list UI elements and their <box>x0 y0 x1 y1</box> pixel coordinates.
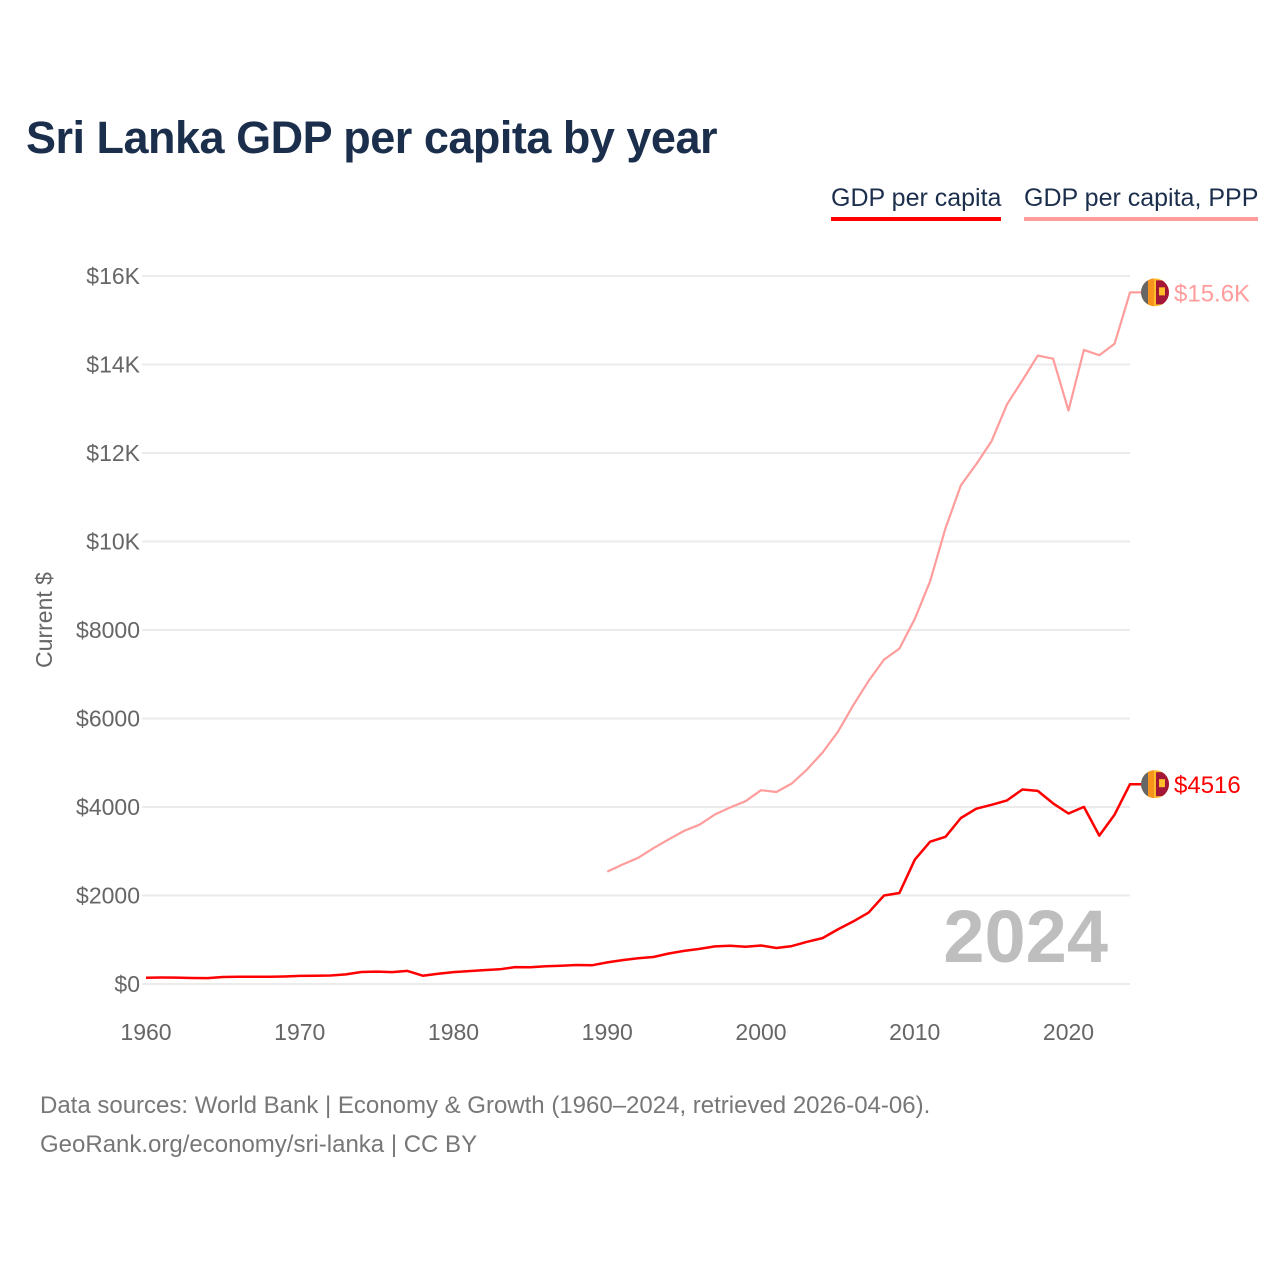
year-watermark: 2024 <box>943 895 1108 978</box>
legend-gdp-per-capita-ppp[interactable]: GDP per capita, PPP <box>1024 184 1259 221</box>
footer-attribution[interactable]: GeoRank.org/economy/sri-lanka | CC BY <box>40 1131 478 1158</box>
y-tick-label: $6000 <box>76 706 140 732</box>
footer-sources: Data sources: World Bank | Economy & Gro… <box>40 1092 931 1119</box>
chart-title: Sri Lanka GDP per capita by year <box>26 112 718 163</box>
y-tick-label: $0 <box>114 971 140 997</box>
footer: Data sources: World Bank | Economy & Gro… <box>40 1086 930 1164</box>
sri-lanka-flag-icon <box>1141 278 1169 307</box>
x-tick-label: 2020 <box>1043 1019 1094 1045</box>
x-tick-label: 1960 <box>120 1019 171 1045</box>
legend-gdp-per-capita[interactable]: GDP per capita <box>831 184 1002 221</box>
y-tick-label: $16K <box>86 263 140 289</box>
y-tick-label: $8000 <box>76 617 140 643</box>
y-axis-label: Current $ <box>31 572 57 668</box>
y-tick-label: $14K <box>86 352 140 378</box>
x-tick-label: 1980 <box>428 1019 479 1045</box>
series-line-gdp[interactable] <box>145 782 1142 980</box>
y-tick-label: $12K <box>86 440 140 466</box>
series-line-gdp-ppp[interactable] <box>606 291 1142 873</box>
end-value-label: $15.6K <box>1174 280 1250 307</box>
y-tick-label: $2000 <box>76 883 140 909</box>
x-tick-label: 1970 <box>274 1019 325 1045</box>
x-tick-label: 2000 <box>735 1019 786 1045</box>
sri-lanka-flag-icon <box>1141 770 1169 799</box>
y-tick-label: $10K <box>86 529 140 555</box>
y-tick-label: $4000 <box>76 794 140 820</box>
x-tick-label: 2010 <box>889 1019 940 1045</box>
x-tick-label: 1990 <box>582 1019 633 1045</box>
end-value-label: $4516 <box>1174 772 1241 799</box>
